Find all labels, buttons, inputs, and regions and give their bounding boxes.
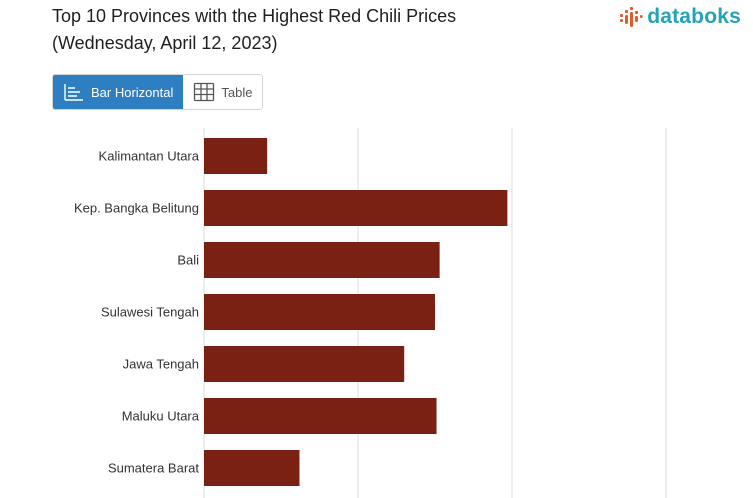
category-label: Kalimantan Utara — [99, 149, 200, 164]
tab-table-label: Table — [221, 84, 253, 100]
category-label: Maluku Utara — [122, 409, 200, 424]
tab-bar-horizontal-label: Bar Horizontal — [91, 84, 174, 100]
chart-title-line1: Top 10 Provinces with the Highest Red Ch… — [52, 6, 457, 26]
bar[interactable] — [204, 138, 268, 174]
bar[interactable] — [204, 398, 437, 434]
chart-title: Top 10 Provinces with the Highest Red Ch… — [52, 3, 572, 57]
bar[interactable] — [204, 242, 440, 278]
view-toggle: Bar Horizontal Table — [52, 74, 264, 110]
grid-lines — [203, 128, 667, 498]
chart-title-line2: (Wednesday, April 12, 2023) — [52, 33, 278, 53]
bar[interactable] — [204, 190, 508, 226]
bar[interactable] — [204, 450, 300, 486]
category-label: Sumatera Barat — [108, 461, 199, 476]
bar[interactable] — [204, 346, 405, 382]
bar-chart: Kalimantan Utara Kep. Bangka Belitung Bali… — [74, 128, 667, 498]
bar-horizontal-icon — [64, 84, 83, 101]
bar[interactable] — [204, 294, 435, 330]
tab-table[interactable]: Table — [183, 75, 263, 109]
table-grid-icon — [194, 82, 215, 102]
bars — [204, 138, 508, 486]
category-label: Kep. Bangka Belitung — [74, 201, 199, 216]
databoks-logo[interactable]: databoks — [619, 4, 741, 30]
category-label: Sulawesi Tengah — [101, 305, 199, 320]
category-label: Jawa Tengah — [123, 357, 199, 372]
category-labels: Kalimantan Utara Kep. Bangka Belitung Bali… — [74, 149, 200, 476]
databoks-logo-text: databoks — [647, 5, 741, 28]
tab-bar-horizontal[interactable]: Bar Horizontal — [53, 75, 184, 109]
databoks-logo-icon — [620, 7, 643, 27]
category-label: Bali — [177, 253, 199, 268]
